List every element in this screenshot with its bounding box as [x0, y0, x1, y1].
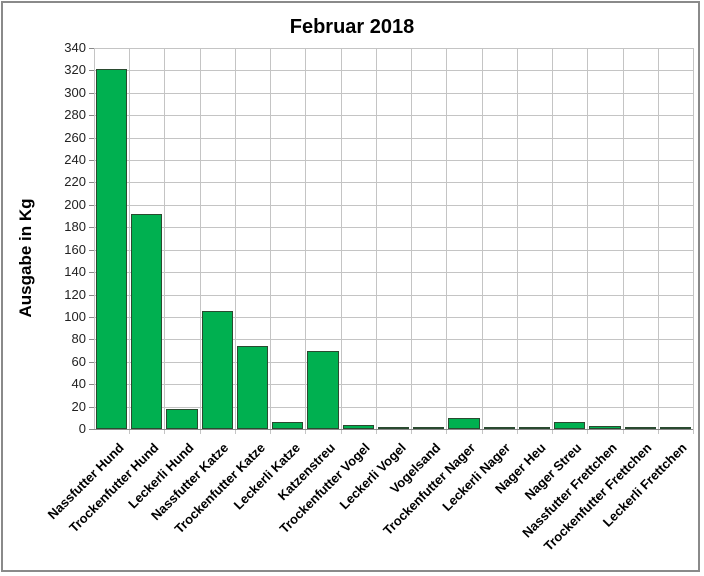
h-gridline	[94, 48, 693, 49]
h-gridline	[94, 115, 693, 117]
v-gridline	[375, 48, 377, 434]
v-gridline	[411, 48, 413, 434]
h-gridline	[94, 272, 693, 274]
v-gridline	[340, 48, 342, 434]
y-tick-mark	[89, 227, 94, 229]
v-gridline	[516, 48, 518, 434]
v-gridline	[270, 48, 272, 434]
v-gridline	[305, 48, 307, 434]
y-tick-label: 140	[64, 264, 86, 280]
bar-nassfutter-katze	[201, 311, 233, 429]
y-tick-label: 100	[64, 308, 86, 324]
bar-nassfutter-frettchen	[589, 425, 621, 429]
v-gridline	[234, 48, 236, 434]
bar-leckerli-katze	[272, 422, 304, 429]
y-tick-mark	[89, 48, 94, 49]
y-axis-label-box: Ausgabe in Kg	[6, 198, 46, 317]
v-gridline	[587, 48, 589, 434]
y-tick-label: 240	[64, 152, 86, 168]
y-tick-mark	[89, 160, 94, 162]
v-gridline	[446, 48, 448, 434]
h-gridline	[94, 70, 693, 72]
plot-area	[94, 48, 694, 434]
y-tick-label: 220	[64, 174, 86, 190]
v-gridline	[129, 48, 131, 434]
v-gridline	[199, 48, 201, 434]
h-gridline	[94, 92, 693, 94]
h-gridline	[94, 249, 693, 251]
y-tick-mark	[89, 272, 94, 274]
bar-nassfutter-hund	[96, 69, 128, 429]
h-gridline	[94, 316, 693, 318]
y-tick-mark	[89, 294, 94, 296]
h-gridline	[94, 137, 693, 139]
v-gridline	[552, 48, 554, 434]
h-gridline	[94, 204, 693, 206]
h-gridline	[94, 406, 693, 408]
y-tick-label: 300	[64, 84, 86, 100]
x-axis-line	[94, 429, 693, 430]
y-tick-label: 180	[64, 219, 86, 235]
bar-trockenfutter-katze	[236, 346, 269, 429]
y-tick-mark	[89, 137, 94, 139]
y-tick-label: 40	[71, 376, 86, 392]
y-tick-label: 0	[78, 421, 86, 436]
y-tick-mark	[89, 361, 94, 363]
v-gridline	[94, 48, 95, 429]
chart-title: Februar 2018	[289, 16, 415, 38]
bar-leckerli-vogel	[377, 427, 410, 429]
h-gridline	[94, 294, 693, 296]
bar-trockenfutter-nager	[448, 417, 480, 429]
y-tick-label: 200	[64, 196, 86, 212]
bar-trockenfutter-vogel	[342, 424, 374, 429]
y-tick-mark	[89, 249, 94, 251]
y-tick-label: 160	[64, 241, 86, 257]
h-gridline	[94, 361, 693, 363]
y-tick-mark	[89, 115, 94, 117]
y-tick-mark	[89, 70, 94, 72]
h-gridline	[94, 339, 693, 341]
y-tick-label: 20	[71, 398, 86, 414]
y-tick-label: 340	[64, 40, 86, 55]
y-tick-mark	[89, 406, 94, 408]
y-tick-mark	[89, 316, 94, 318]
y-tick-mark	[89, 429, 94, 430]
h-gridline	[94, 160, 693, 162]
bar-leckerli-frettchen	[659, 427, 691, 429]
bar-trockenfutter-frettchen	[624, 427, 656, 429]
y-tick-label: 260	[64, 129, 86, 145]
bar-leckerli-nager	[483, 427, 515, 429]
y-tick-mark	[89, 384, 94, 386]
bar-vogelsand	[413, 426, 445, 429]
v-gridline	[657, 48, 659, 434]
h-gridline	[94, 227, 693, 229]
bar-nager-streu	[554, 422, 586, 429]
h-gridline	[94, 384, 693, 386]
bar-trockenfutter-hund	[131, 213, 163, 429]
y-tick-mark	[89, 182, 94, 184]
y-tick-mark	[89, 204, 94, 206]
y-tick-mark	[89, 92, 94, 94]
v-gridline	[693, 48, 694, 434]
h-gridline	[94, 182, 693, 184]
v-gridline	[164, 48, 166, 434]
y-axis-label: Ausgabe in Kg	[16, 198, 35, 318]
v-gridline	[622, 48, 624, 434]
y-tick-label: 280	[64, 107, 86, 123]
y-tick-label: 120	[64, 286, 86, 302]
v-gridline	[481, 48, 483, 434]
bar-leckerli-hund	[166, 408, 198, 429]
y-tick-label: 60	[71, 353, 86, 369]
bar-katzenstreu	[307, 350, 339, 429]
y-tick-mark	[89, 339, 94, 341]
y-tick-label: 320	[64, 62, 86, 78]
bar-nager-heu	[518, 427, 551, 429]
y-tick-label: 80	[71, 331, 86, 347]
